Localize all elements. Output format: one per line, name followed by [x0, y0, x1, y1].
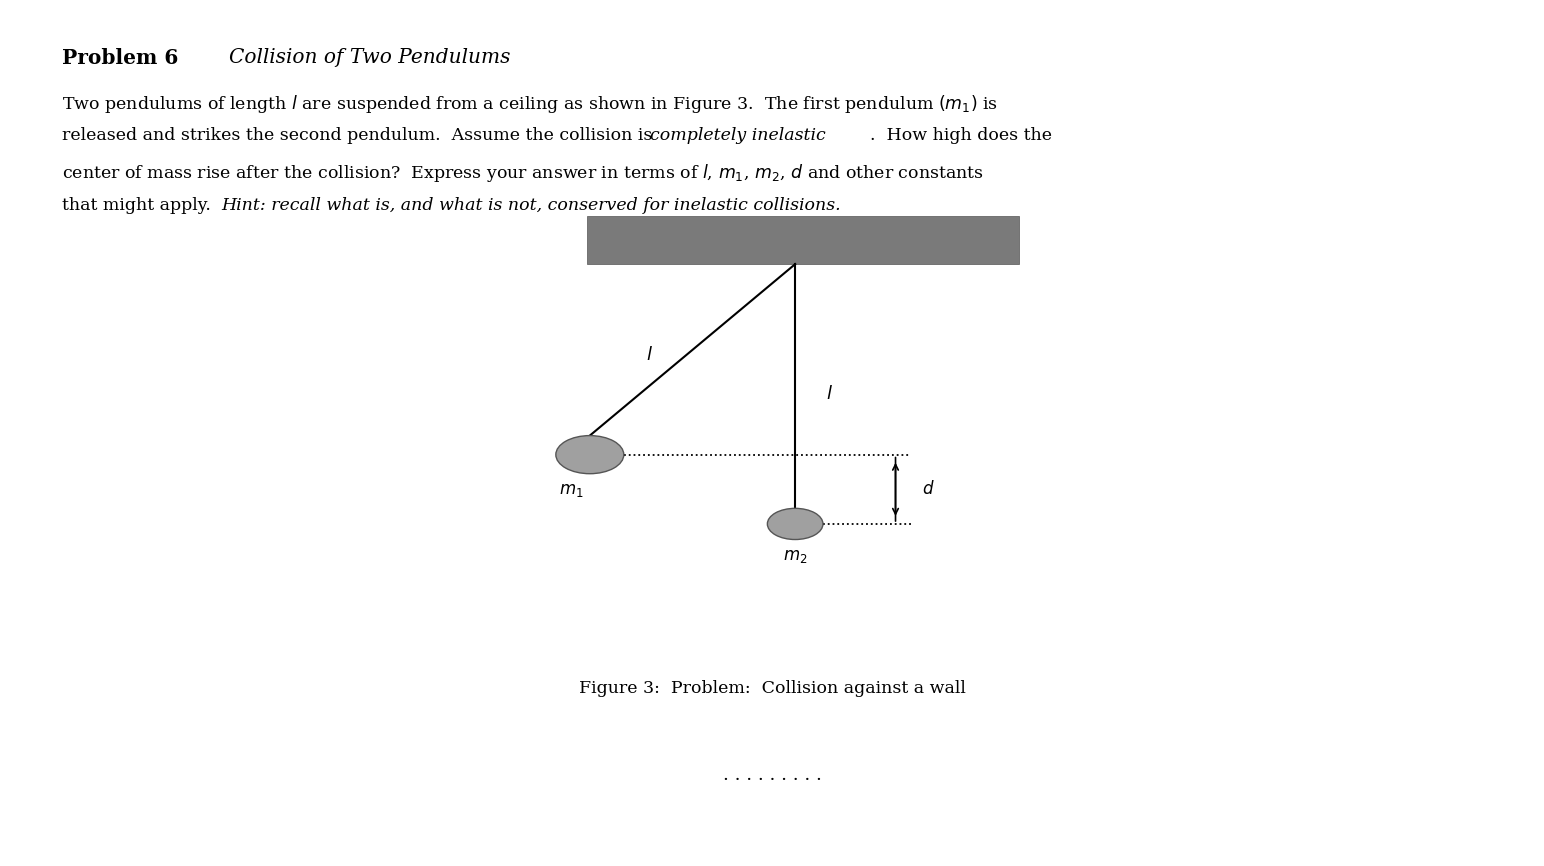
Text: Problem 6: Problem 6: [62, 48, 178, 68]
Circle shape: [556, 436, 624, 474]
Text: $l$: $l$: [826, 385, 832, 403]
Circle shape: [767, 508, 823, 540]
Text: center of mass rise after the collision?  Express your answer in terms of $l$, $: center of mass rise after the collision?…: [62, 162, 984, 184]
Text: Collision of Two Pendulums: Collision of Two Pendulums: [229, 48, 510, 67]
Text: completely inelastic: completely inelastic: [650, 127, 826, 145]
Text: . . . . . . . . .: . . . . . . . . .: [723, 766, 821, 785]
Bar: [587, 216, 1019, 264]
Text: $l$: $l$: [645, 346, 653, 364]
Text: Hint: recall what is, and what is not, conserved for inelastic collisions.: Hint: recall what is, and what is not, c…: [221, 197, 840, 214]
Text: $d$: $d$: [922, 481, 934, 498]
Text: Two pendulums of length $l$ are suspended from a ceiling as shown in Figure 3.  : Two pendulums of length $l$ are suspende…: [62, 93, 997, 114]
Text: $m_1$: $m_1$: [559, 482, 584, 500]
Text: released and strikes the second pendulum.  Assume the collision is: released and strikes the second pendulum…: [62, 127, 658, 145]
Text: that might apply.: that might apply.: [62, 197, 222, 214]
Text: $m_2$: $m_2$: [783, 548, 808, 565]
Text: .  How high does the: . How high does the: [871, 127, 1051, 145]
Text: Figure 3:  Problem:  Collision against a wall: Figure 3: Problem: Collision against a w…: [579, 680, 965, 697]
